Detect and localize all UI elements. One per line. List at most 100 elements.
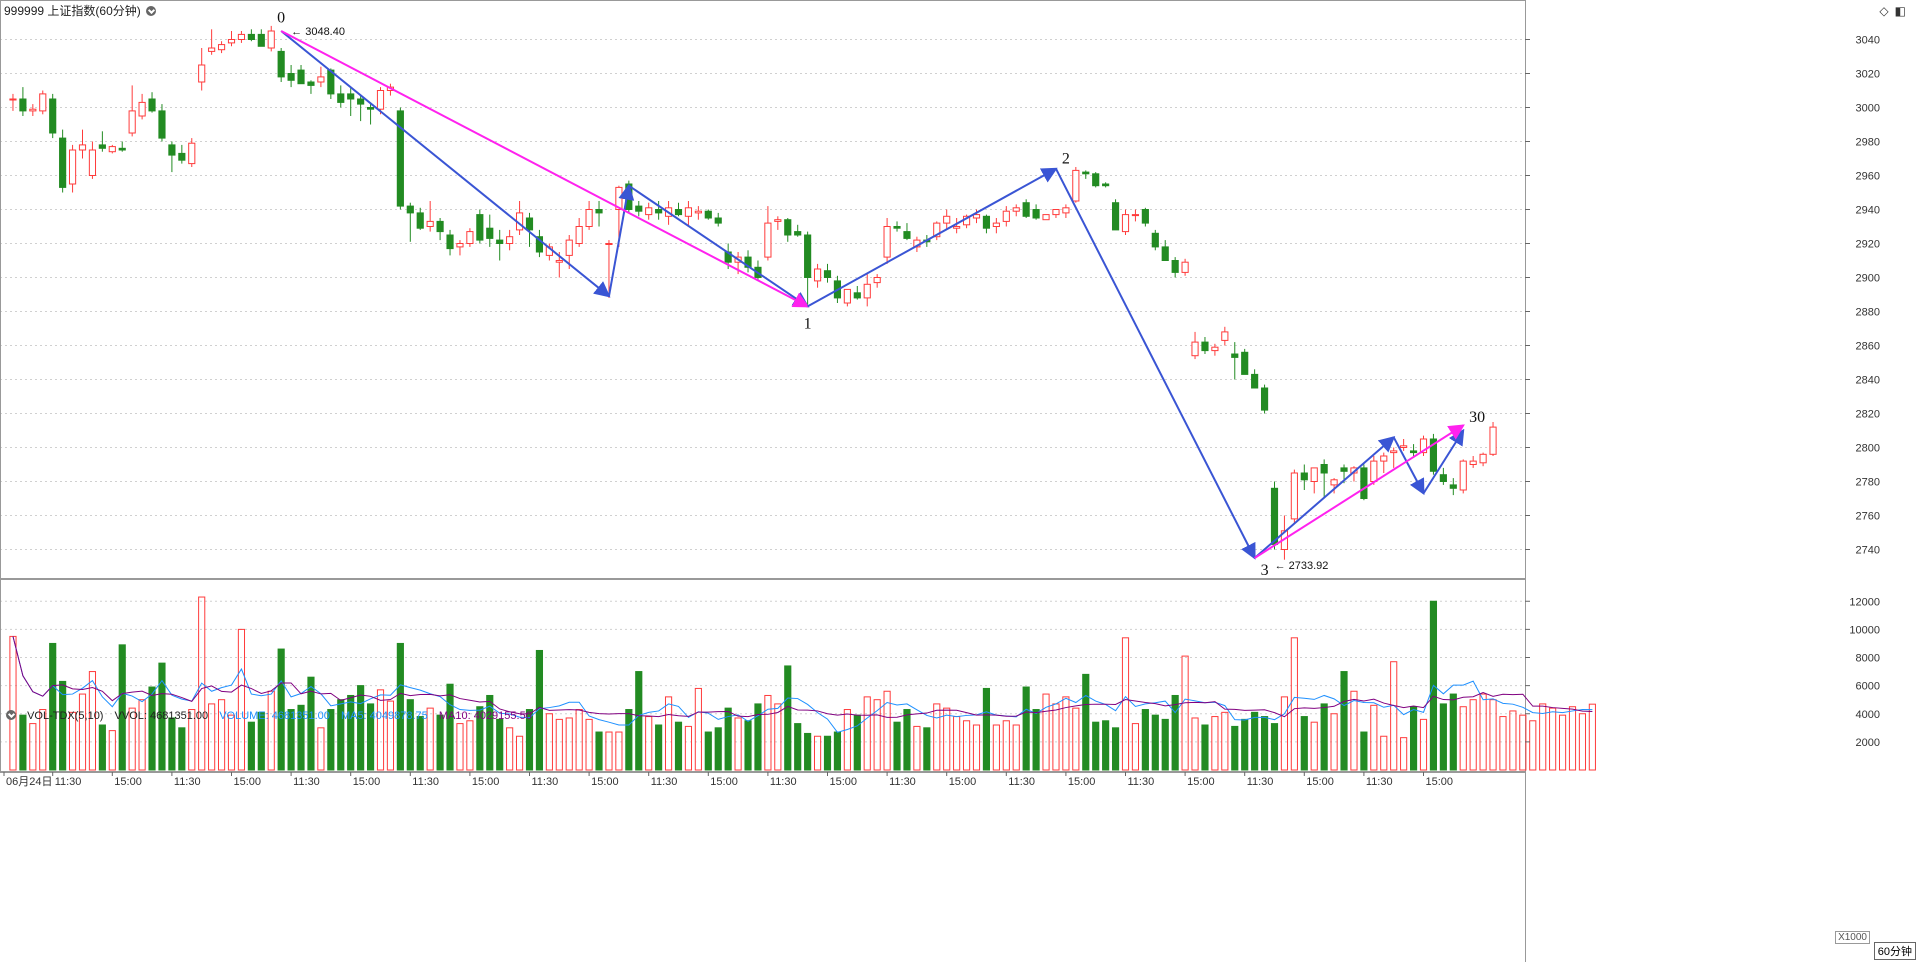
candle-down	[257, 33, 265, 47]
symbol-code: 999999	[4, 4, 45, 18]
volume-bar-down	[1102, 720, 1110, 771]
wave-lines	[280, 30, 1465, 560]
annotations: 0 ← 3048.40 1 2 3 ← 2733.92 30	[277, 10, 1485, 580]
time-tick-label: 06月24日	[6, 776, 52, 788]
candle-up	[128, 110, 136, 134]
price-tick-label: 2820	[1856, 409, 1880, 421]
candle-down	[1161, 246, 1169, 261]
volume-bar-up	[1330, 713, 1338, 771]
candle-down	[784, 219, 792, 236]
price-tick-label: 3040	[1856, 35, 1880, 47]
candle-down	[247, 33, 255, 41]
candle-up	[1131, 214, 1140, 217]
candle-down	[1151, 232, 1159, 248]
candle-up	[376, 90, 385, 110]
candle-down	[1251, 373, 1259, 389]
candle-down	[406, 205, 414, 214]
wave-line-blue	[1055, 168, 1256, 560]
volume-bar-down	[178, 727, 186, 771]
volume-bar-up	[1479, 693, 1487, 771]
price-tick-label: 3000	[1856, 103, 1880, 115]
price-tick-label: 2960	[1856, 171, 1880, 183]
price-tick-label: 2900	[1856, 273, 1880, 285]
candle-down	[486, 227, 494, 239]
volume-bar-up	[515, 735, 524, 771]
volume-bar-up	[1499, 716, 1507, 771]
candle-up	[883, 226, 891, 258]
volume-bar-up	[1588, 703, 1596, 771]
candle-up	[317, 76, 325, 83]
volume-bar-up	[684, 725, 693, 771]
candle-up	[843, 288, 851, 304]
diamond-icon[interactable]: ◇	[1879, 4, 1889, 18]
candle-down	[1201, 341, 1209, 352]
time-tick-label: 15:00	[234, 776, 262, 788]
candle-down	[496, 239, 504, 245]
period-button[interactable]: 60分钟	[1873, 942, 1916, 960]
candle-down	[1102, 183, 1110, 187]
time-tick-label: 15:00	[1426, 776, 1454, 788]
volume-bar-up	[1012, 724, 1020, 771]
panel-toggle-icon[interactable]: ◧	[1894, 4, 1906, 18]
candle-up	[933, 222, 941, 238]
time-tick-label: 11:30	[412, 776, 439, 788]
volume-bar-up	[1529, 720, 1537, 771]
price-tick-label: 2980	[1856, 137, 1880, 149]
candle-down	[1449, 484, 1457, 489]
candle-down	[297, 69, 305, 85]
price-grid	[0, 39, 1525, 550]
candlesticks	[9, 25, 1497, 560]
candle-up	[575, 226, 583, 244]
volume-bar-down	[1141, 709, 1149, 771]
candle-down	[148, 98, 156, 112]
indicator-menu-icon[interactable]	[6, 710, 16, 720]
wave-number-label: 30	[1469, 409, 1485, 426]
candle-down	[1231, 353, 1239, 358]
candle-up	[227, 39, 236, 44]
candle-up	[992, 222, 1000, 228]
candle-up	[1459, 460, 1467, 491]
volume-bar-down	[49, 642, 57, 771]
dropdown-circle-icon[interactable]	[146, 6, 157, 16]
volume-bar-up	[1072, 707, 1080, 771]
candle-up	[138, 101, 146, 117]
volume-bar-down	[724, 707, 732, 771]
candle-up	[1479, 453, 1487, 464]
volume-bar-up	[1469, 699, 1477, 771]
candle-up	[426, 220, 434, 227]
time-tick-label: 11:30	[1366, 776, 1393, 788]
volume-bar-down	[476, 706, 484, 771]
volume-bar-up	[1578, 713, 1587, 771]
ma5-value: MA5: 4049878.75	[340, 710, 428, 722]
wave-number-label: 3	[1261, 562, 1269, 579]
volume-bar-down	[1251, 711, 1259, 771]
volume-tick-label: 4000	[1856, 709, 1880, 721]
candle-up	[208, 47, 216, 52]
candle-up	[873, 277, 881, 284]
volume-bar-up	[645, 716, 653, 771]
candle-down	[525, 217, 534, 231]
candle-down	[277, 50, 285, 78]
candle-up	[1121, 214, 1130, 233]
volume-grid	[0, 600, 1525, 743]
volume-bar-down	[98, 724, 106, 771]
candle-up	[1072, 169, 1080, 202]
wave-line-blue	[1392, 436, 1425, 496]
period-label: (60分钟)	[95, 4, 141, 18]
time-tick-label: 11:30	[1008, 776, 1035, 788]
volume-bar-up	[386, 700, 395, 771]
volume-bar-down	[357, 685, 365, 771]
volume-bar-up	[972, 724, 981, 771]
time-tick-label: 11:30	[1247, 776, 1274, 788]
volume-bar-up	[943, 707, 951, 771]
volume-bar-up	[128, 707, 136, 771]
candle-down	[1092, 173, 1100, 187]
candle-up	[1062, 207, 1070, 214]
candle-down	[1260, 387, 1269, 411]
volume-bar-up	[466, 720, 474, 771]
candle-down	[436, 220, 444, 233]
volume-bar-down	[1022, 686, 1030, 771]
volume-bar-up	[694, 687, 702, 771]
candle-down	[357, 98, 365, 105]
volume-ma-lines	[12, 636, 1593, 733]
